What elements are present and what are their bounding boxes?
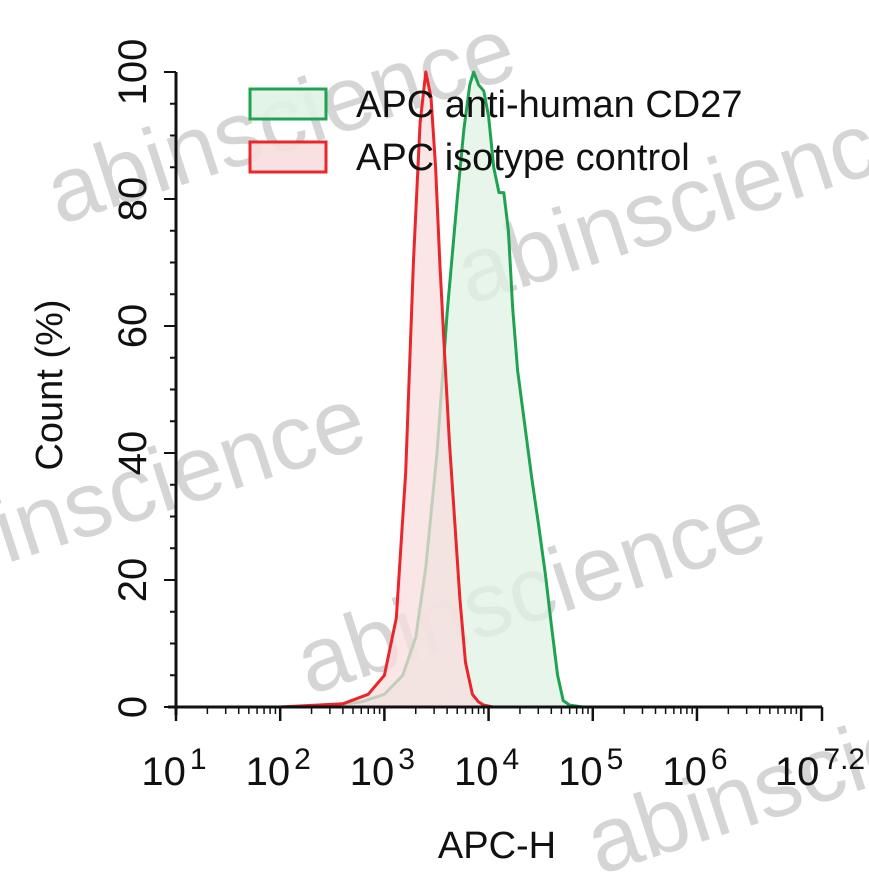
x-tick-label-exponent: 2 bbox=[294, 743, 311, 776]
x-tick-label-base: 10 bbox=[454, 750, 499, 794]
series-1-line bbox=[280, 70, 822, 709]
x-tick-label-base: 10 bbox=[350, 750, 395, 794]
x-tick-label: 10 5 bbox=[558, 743, 623, 794]
x-tick-label: 10 6 bbox=[662, 743, 727, 794]
x-tick-label-exponent: 1 bbox=[190, 743, 207, 776]
x-tick-label-base: 10 bbox=[775, 750, 820, 794]
x-tick-label-exponent: 4 bbox=[502, 743, 519, 776]
x-tick-label: 10 2 bbox=[246, 743, 311, 794]
y-axis-title: Count (%) bbox=[29, 299, 71, 470]
x-tick-label-base: 10 bbox=[558, 750, 603, 794]
x-tick-label-exponent: 5 bbox=[607, 743, 624, 776]
y-tick-label: 20 bbox=[111, 558, 155, 603]
y-tick-label: 60 bbox=[111, 304, 155, 349]
y-tick-label: 40 bbox=[111, 431, 155, 476]
x-tick-label: 10 3 bbox=[350, 743, 415, 794]
series-layer bbox=[280, 70, 822, 709]
x-tick-label: 10 4 bbox=[454, 743, 519, 794]
y-tick-label: 0 bbox=[111, 696, 155, 718]
series-1 bbox=[280, 70, 822, 709]
x-tick-label-base: 10 bbox=[662, 750, 707, 794]
legend-swatch-0 bbox=[248, 87, 328, 121]
x-tick-label-exponent: 3 bbox=[398, 743, 415, 776]
y-tick-label: 100 bbox=[111, 39, 155, 106]
x-tick-label-base: 10 bbox=[141, 750, 186, 794]
legend-swatch-1 bbox=[248, 140, 328, 174]
x-tick-label-exponent: 6 bbox=[711, 743, 728, 776]
legend-label-1: APC isotype control bbox=[356, 137, 690, 179]
legend: APC anti-human CD27 APC isotype control bbox=[248, 84, 743, 179]
y-tick-label: 80 bbox=[111, 177, 155, 222]
x-tick-label-exponent: 7.2 bbox=[823, 743, 865, 776]
x-tick-label: 10 7.2 bbox=[775, 743, 865, 794]
x-tick-label: 10 1 bbox=[141, 743, 206, 794]
x-axis-title: APC-H bbox=[438, 825, 556, 867]
legend-label-0: APC anti-human CD27 bbox=[356, 84, 743, 126]
x-tick-label-base: 10 bbox=[246, 750, 291, 794]
